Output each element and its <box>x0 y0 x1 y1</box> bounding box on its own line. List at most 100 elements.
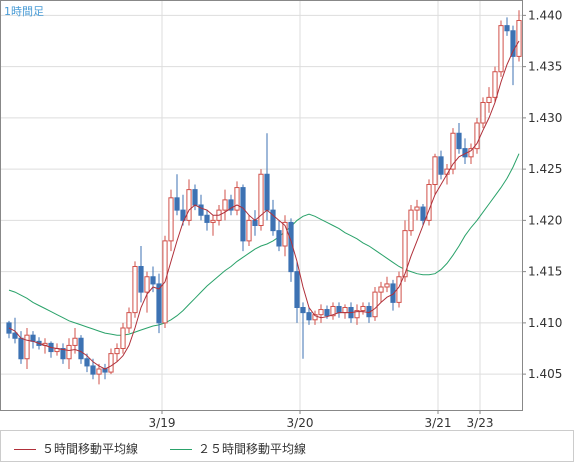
candle <box>120 322 126 354</box>
candle-body-down <box>390 283 396 303</box>
candle-body-up <box>354 310 360 319</box>
y-tick-label: 1.430 <box>528 111 562 125</box>
candle-body-up <box>96 368 102 375</box>
y-tick-label: 1.425 <box>528 162 562 176</box>
candle-body-up <box>384 283 390 288</box>
candle <box>108 348 114 375</box>
candle-body-down <box>18 337 24 360</box>
candle <box>456 123 462 154</box>
candle <box>180 194 186 226</box>
legend-ma25-swatch <box>170 449 192 450</box>
candle-body-up <box>222 199 228 211</box>
candle-body-down <box>174 197 180 211</box>
legend-ma5-swatch <box>14 449 36 450</box>
candle-body-up <box>486 96 492 103</box>
y-tick-label: 1.440 <box>528 8 562 22</box>
candle-body-up <box>66 344 72 360</box>
y-tick-label: 1.410 <box>528 316 562 330</box>
candle <box>330 302 336 320</box>
candle-body-up <box>330 305 336 317</box>
candle-body-up <box>246 219 252 242</box>
candle <box>138 246 144 303</box>
candle <box>276 220 282 252</box>
candle-body-up <box>498 25 504 73</box>
legend-ma25-label: ２５時間移動平均線 <box>198 442 307 456</box>
x-tick-label: 3/20 <box>287 416 314 430</box>
candle-body-down <box>12 332 18 339</box>
candle <box>270 199 276 236</box>
candle <box>354 304 360 325</box>
candle <box>378 281 384 303</box>
candle <box>258 169 264 231</box>
candle-body-down <box>336 305 342 314</box>
candle-body-down <box>294 271 300 308</box>
candle-body-down <box>240 187 246 242</box>
candle-body-up <box>282 221 288 247</box>
candle <box>486 87 492 113</box>
candle <box>372 287 378 321</box>
candle <box>426 179 432 226</box>
candle-body-down <box>180 209 186 221</box>
candle-body-down <box>252 219 258 226</box>
candle-body-down <box>60 348 66 360</box>
candle-body-up <box>234 187 240 211</box>
candle <box>450 128 456 175</box>
candle-body-down <box>306 312 312 321</box>
candle-body-up <box>168 197 174 242</box>
candle-body-down <box>420 206 426 221</box>
candle-body-down <box>198 204 204 216</box>
candle <box>306 307 312 325</box>
candle <box>402 220 408 282</box>
candle <box>396 271 402 308</box>
candle-body-down <box>84 358 90 367</box>
candle-body-up <box>126 312 132 329</box>
candle <box>126 307 132 334</box>
candle <box>240 184 246 252</box>
candle-body-up <box>372 291 378 318</box>
candle <box>228 194 234 216</box>
plot-area-border <box>0 0 523 411</box>
candle <box>510 25 516 86</box>
candle <box>516 10 522 62</box>
candle <box>390 279 396 311</box>
ma5-line <box>8 40 520 370</box>
candle <box>168 189 174 252</box>
candle-body-down <box>90 365 96 375</box>
candle-body-up <box>468 148 474 158</box>
candle <box>300 302 306 359</box>
candle-body-down <box>438 156 444 175</box>
y-axis-labels: 1.440 1.435 1.430 1.425 1.420 1.415 1.410 1.405 <box>528 8 562 381</box>
candle <box>114 343 120 362</box>
candle <box>504 17 510 36</box>
candle-body-down <box>456 132 462 150</box>
legend-ma5-label: ５時間移動平均線 <box>42 442 139 456</box>
candle <box>282 215 288 257</box>
candle <box>492 66 498 103</box>
ma25-line <box>8 153 520 336</box>
x-tick-label: 3/23 <box>467 416 494 430</box>
candle <box>414 199 420 221</box>
candle-body-up <box>186 189 192 221</box>
candle <box>24 328 30 369</box>
candle-body-up <box>342 307 348 314</box>
candle <box>360 302 366 315</box>
candle-body-down <box>156 283 162 324</box>
candle <box>78 335 84 364</box>
candle <box>384 276 390 293</box>
candle-body-down <box>510 30 516 57</box>
candle-body-up <box>378 286 384 293</box>
candle-body-up <box>210 219 216 223</box>
candle-body-up <box>312 314 318 321</box>
candle <box>204 210 210 231</box>
y-tick-label: 1.415 <box>528 265 562 279</box>
candle-body-up <box>414 206 420 211</box>
candle <box>408 205 414 236</box>
candle <box>96 363 102 385</box>
candle-body-down <box>276 230 282 247</box>
candle-body-up <box>450 132 456 170</box>
candle-body-down <box>204 214 210 223</box>
candle <box>174 174 180 216</box>
candle <box>312 310 318 325</box>
candle-body-down <box>192 189 198 206</box>
candle-body-down <box>30 334 36 342</box>
